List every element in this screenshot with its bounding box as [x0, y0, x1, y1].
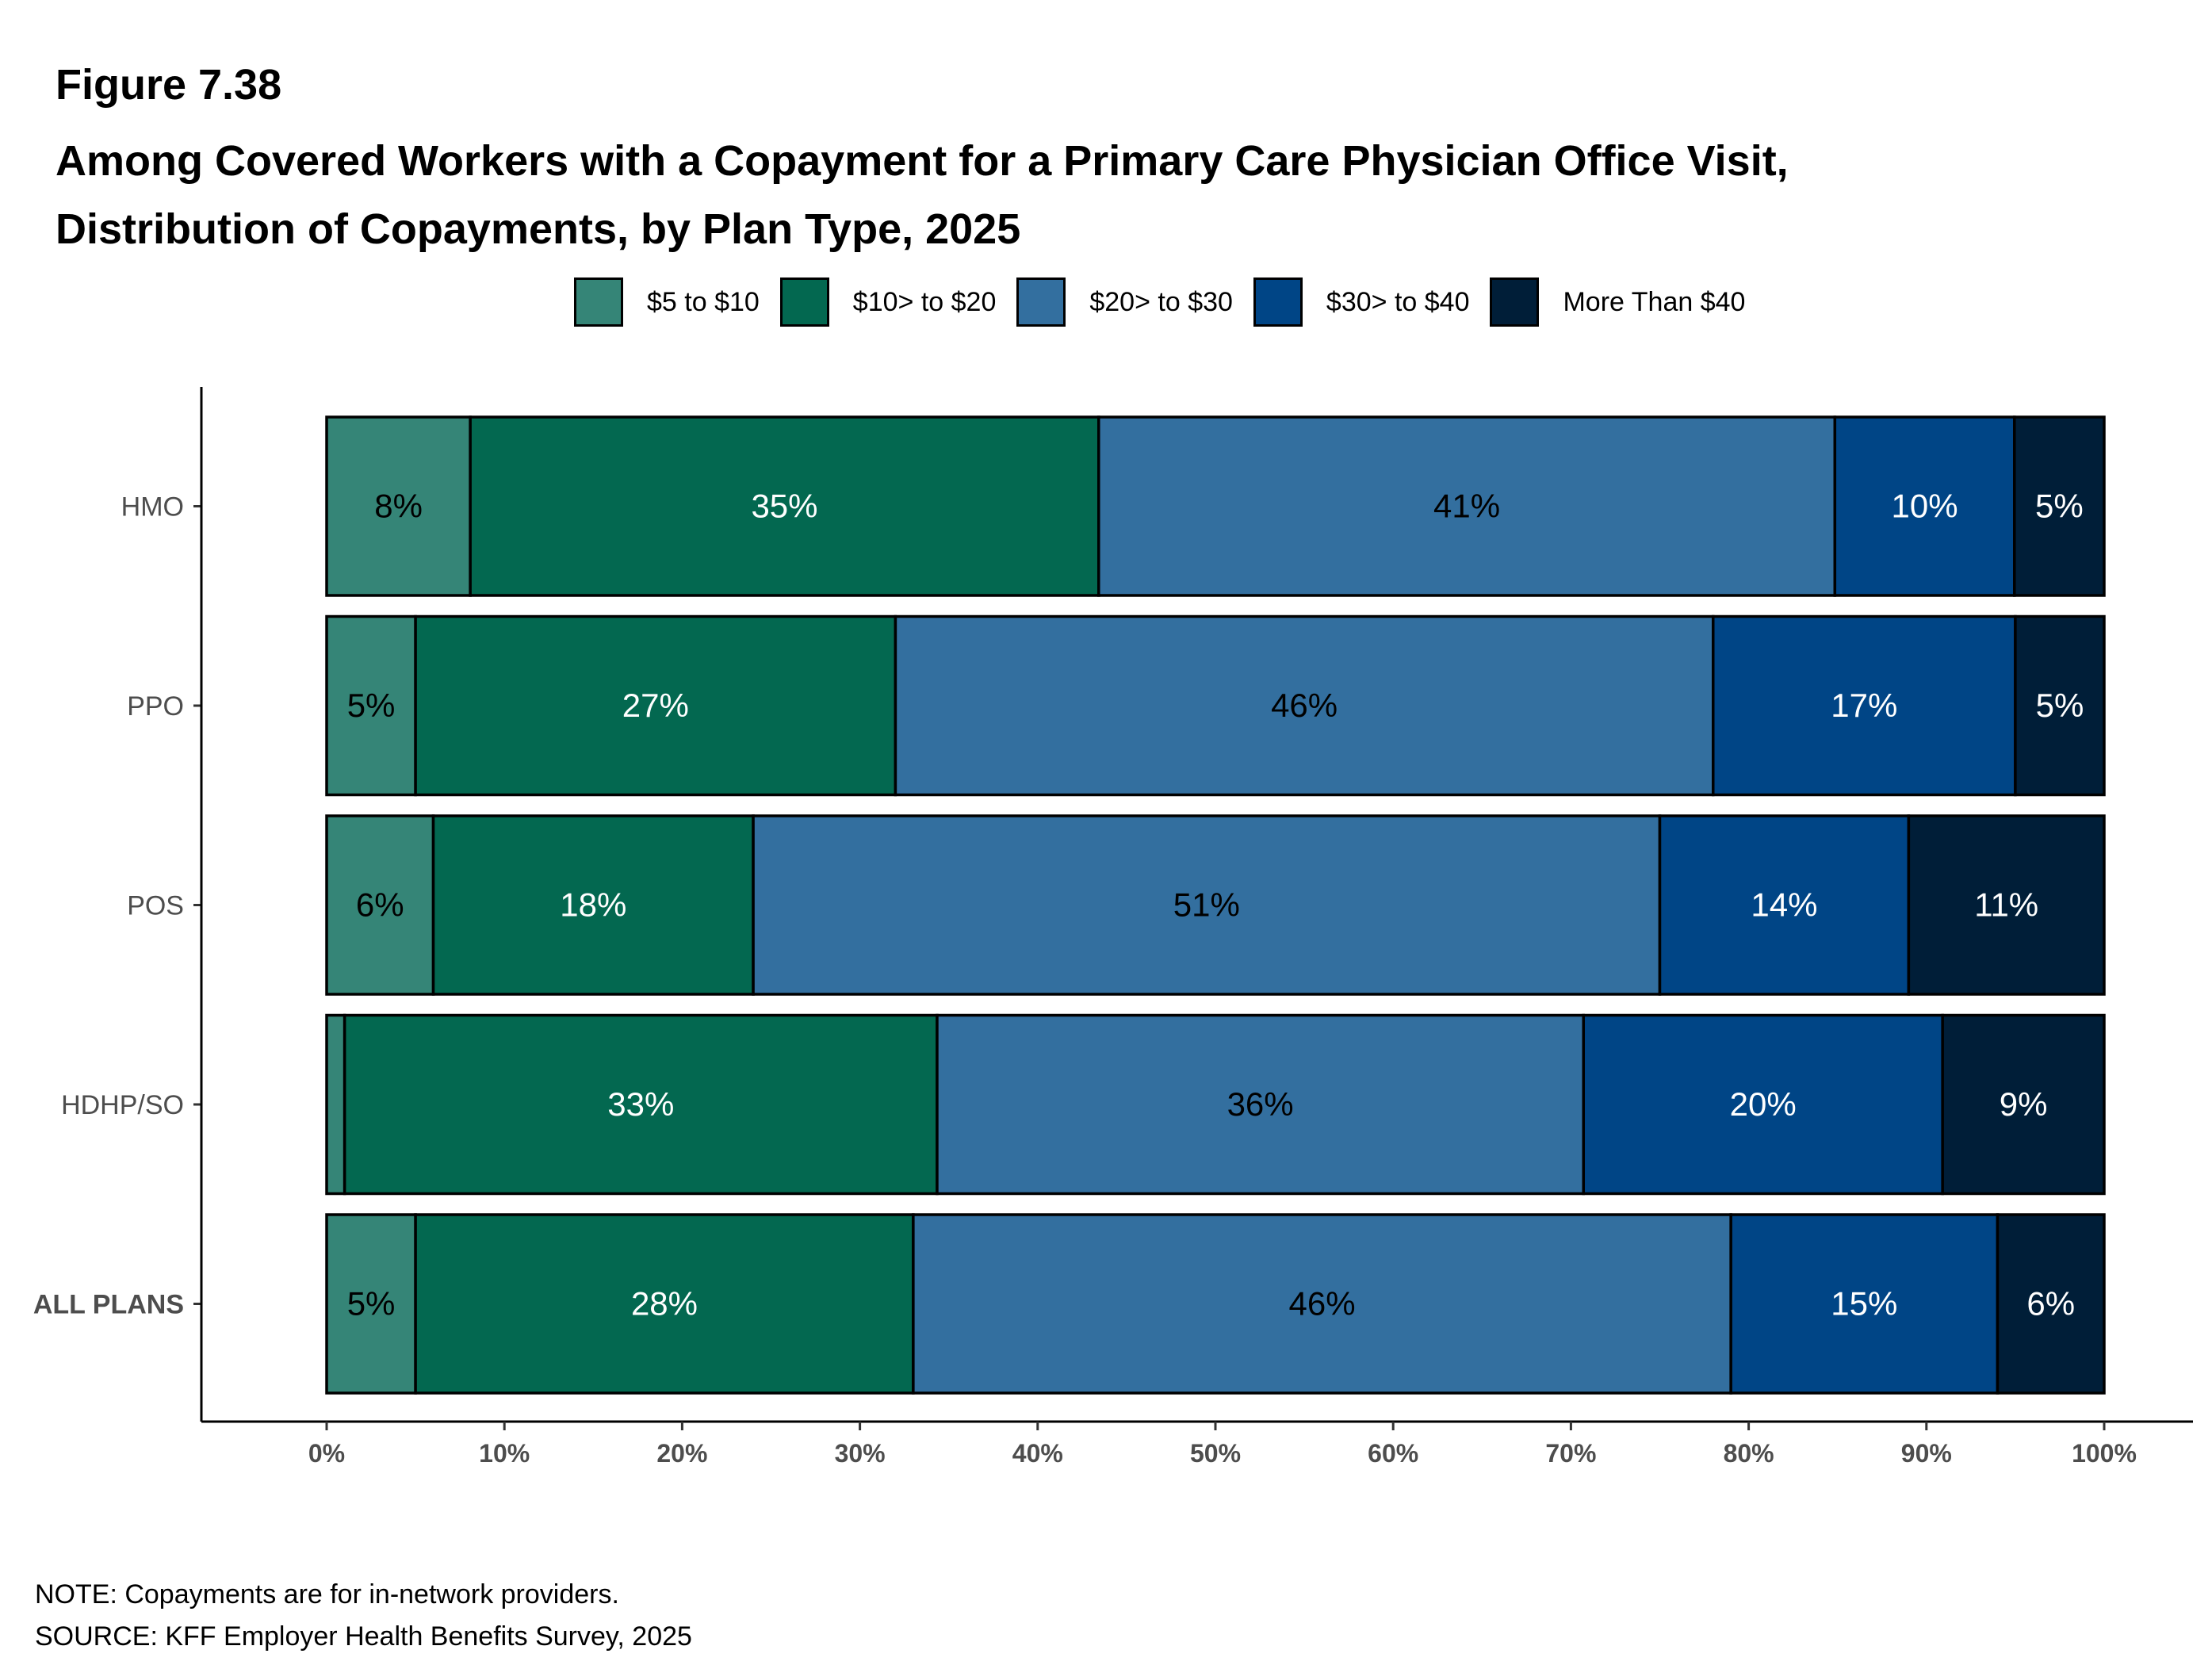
x-tick-label-0: 0%	[308, 1439, 345, 1468]
bar-ppo-5-to-10	[325, 614, 417, 797]
legend-item-5-to-10: $5 to $10	[574, 278, 760, 327]
legend-label-5-to-10: $5 to $10	[647, 286, 760, 317]
legend-label-20-to-30: $20> to $30	[1089, 286, 1233, 317]
legend-label-10-to-20: $10> to $20	[852, 286, 997, 317]
x-tick-label-20: 20%	[656, 1439, 707, 1468]
data-label-all-plans-20-to-30: 46%	[1288, 1285, 1355, 1322]
data-label-pos-10-to-20: 18%	[560, 886, 626, 924]
legend-item-30-to-40: $30> to $40	[1253, 278, 1470, 327]
legend-item-20-to-30: $20> to $30	[1016, 278, 1233, 327]
y-tick-label-all-plans: ALL PLANS	[33, 1290, 184, 1320]
data-label-pos-5-to-10: 6%	[356, 886, 404, 924]
data-label-ppo-30-to-40: 17%	[1831, 687, 1897, 724]
bar-all-plans-20-to-30	[912, 1213, 1732, 1395]
y-tick-label-ppo: PPO	[127, 691, 184, 722]
data-label-hdhp-so-20-to-30: 36%	[1227, 1085, 1294, 1123]
x-tick-label-80: 80%	[1724, 1439, 1774, 1468]
data-label-hmo-5-to-10: 8%	[374, 488, 423, 525]
bar-ppo-more-than-40	[2014, 614, 2106, 797]
data-label-all-plans-10-to-20: 28%	[631, 1285, 698, 1322]
bar-ppo-10-to-20	[414, 614, 897, 797]
data-label-all-plans-30-to-40: 15%	[1831, 1285, 1897, 1322]
x-tick-label-50: 50%	[1190, 1439, 1241, 1468]
legend-item-10-to-20: $10> to $20	[779, 278, 997, 327]
bar-pos-30-to-40	[1658, 814, 1911, 996]
x-tick-label-70: 70%	[1545, 1439, 1596, 1468]
legend-swatch-5-to-10	[574, 278, 623, 327]
legend-label-more-than-40: More Than $40	[1563, 286, 1746, 317]
legend-swatch-more-than-40	[1490, 278, 1540, 327]
data-label-hdhp-so-more-than-40: 9%	[2000, 1085, 2048, 1123]
y-tick-label-hmo: HMO	[121, 492, 184, 522]
figure-label: Figure 7.38	[55, 61, 282, 109]
data-label-hdhp-so-30-to-40: 20%	[1730, 1085, 1797, 1123]
x-tick-label-40: 40%	[1012, 1439, 1063, 1468]
bar-hmo-10-to-20	[469, 415, 1100, 597]
bar-hdhp-so-more-than-40	[1941, 1013, 2106, 1196]
data-label-hmo-more-than-40: 5%	[2035, 488, 2084, 525]
x-tick-label-10: 10%	[479, 1439, 530, 1468]
legend-label-30-to-40: $30> to $40	[1326, 286, 1470, 317]
data-label-pos-more-than-40: 11%	[1974, 886, 2038, 924]
data-label-hmo-20-to-30: 41%	[1433, 488, 1500, 525]
data-label-ppo-20-to-30: 46%	[1271, 687, 1338, 724]
data-label-ppo-10-to-20: 27%	[622, 687, 689, 724]
data-label-ppo-more-than-40: 5%	[2036, 687, 2084, 724]
y-tick-label-pos: POS	[127, 891, 184, 921]
bar-hmo-30-to-40	[1833, 415, 2016, 597]
bar-ppo-30-to-40	[1712, 614, 2017, 797]
x-tick-label-90: 90%	[1901, 1439, 1952, 1468]
bar-hmo-5-to-10	[325, 415, 472, 597]
x-tick-label-30: 30%	[835, 1439, 886, 1468]
data-label-all-plans-more-than-40: 6%	[2026, 1285, 2075, 1322]
bar-chart: 8% 35% 41% 10% 5% HMO 5% 27% 46% 17% 5% PPO 6% 18% 51%…	[33, 387, 2193, 1468]
data-label-all-plans-5-to-10: 5%	[347, 1285, 396, 1322]
data-label-pos-20-to-30: 51%	[1173, 886, 1240, 924]
chart-source: SOURCE: KFF Employer Health Benefits Sur…	[35, 1621, 692, 1652]
bar-pos-10-to-20	[431, 814, 755, 996]
bar-hdhp-so-5-to-10	[325, 1013, 346, 1196]
bar-ppo-20-to-30	[894, 614, 1715, 797]
y-tick-label-hdhp-so: HDHP/SO	[61, 1090, 184, 1120]
bar-hdhp-so-10-to-20	[343, 1013, 939, 1196]
bar-hdhp-so-20-to-30	[936, 1013, 1586, 1196]
x-tick-label-60: 60%	[1368, 1439, 1418, 1468]
data-label-pos-30-to-40: 14%	[1751, 886, 1817, 924]
legend-swatch-30-to-40	[1253, 278, 1303, 327]
data-label-hdhp-so-10-to-20: 33%	[607, 1085, 674, 1123]
legend-item-more-than-40: More Than $40	[1490, 278, 1745, 327]
chart-title-line-2: Distribution of Copayments, by Plan Type…	[55, 205, 1021, 253]
chart-title-line-1: Among Covered Workers with a Copayment f…	[55, 137, 1789, 185]
x-tick-label-100: 100%	[2072, 1439, 2137, 1468]
data-label-hmo-30-to-40: 10%	[1892, 488, 1958, 525]
chart-title: Among Covered Workers with a Copayment f…	[55, 127, 2117, 263]
bar-hdhp-so-30-to-40	[1582, 1013, 1944, 1196]
bar-hmo-more-than-40	[2013, 415, 2106, 597]
chart-note: NOTE: Copayments are for in-network prov…	[35, 1579, 619, 1610]
data-label-hmo-10-to-20: 35%	[751, 488, 817, 525]
bar-pos-5-to-10	[325, 814, 435, 996]
bar-pos-more-than-40	[1907, 814, 2106, 996]
chart-legend: $5 to $10 $10> to $20 $20> to $30 $30> t…	[574, 274, 1766, 331]
bar-all-plans-10-to-20	[414, 1213, 915, 1395]
data-label-ppo-5-to-10: 5%	[347, 687, 396, 724]
bar-all-plans-more-than-40	[1996, 1213, 2106, 1395]
legend-swatch-20-to-30	[1016, 278, 1066, 327]
bar-all-plans-5-to-10	[325, 1213, 417, 1395]
legend-swatch-10-to-20	[779, 278, 829, 327]
bar-hmo-20-to-30	[1097, 415, 1837, 597]
